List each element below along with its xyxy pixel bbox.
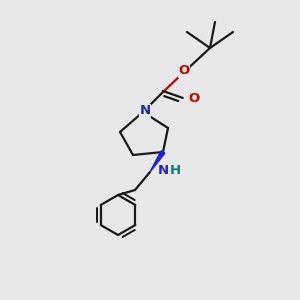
Polygon shape [150, 151, 165, 172]
Text: O: O [188, 92, 199, 106]
Text: H: H [170, 164, 181, 178]
Text: N: N [158, 164, 169, 178]
Text: O: O [178, 64, 190, 77]
Text: N: N [140, 104, 151, 118]
